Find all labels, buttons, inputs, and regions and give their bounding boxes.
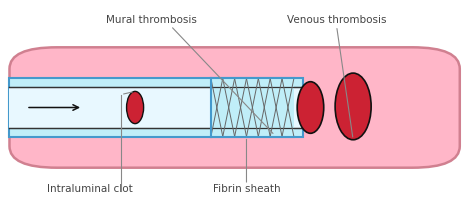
Text: Venous thrombosis: Venous thrombosis [287,15,386,25]
Bar [9,78,303,137]
Bar [9,87,303,128]
Ellipse shape [297,82,324,133]
Text: Intraluminal clot: Intraluminal clot [47,183,133,194]
Text: Mural thrombosis: Mural thrombosis [106,15,197,25]
Text: Fibrin sheath: Fibrin sheath [213,183,280,194]
FancyBboxPatch shape [9,47,460,168]
Ellipse shape [335,73,371,140]
Bar [211,78,294,137]
Ellipse shape [127,91,144,124]
